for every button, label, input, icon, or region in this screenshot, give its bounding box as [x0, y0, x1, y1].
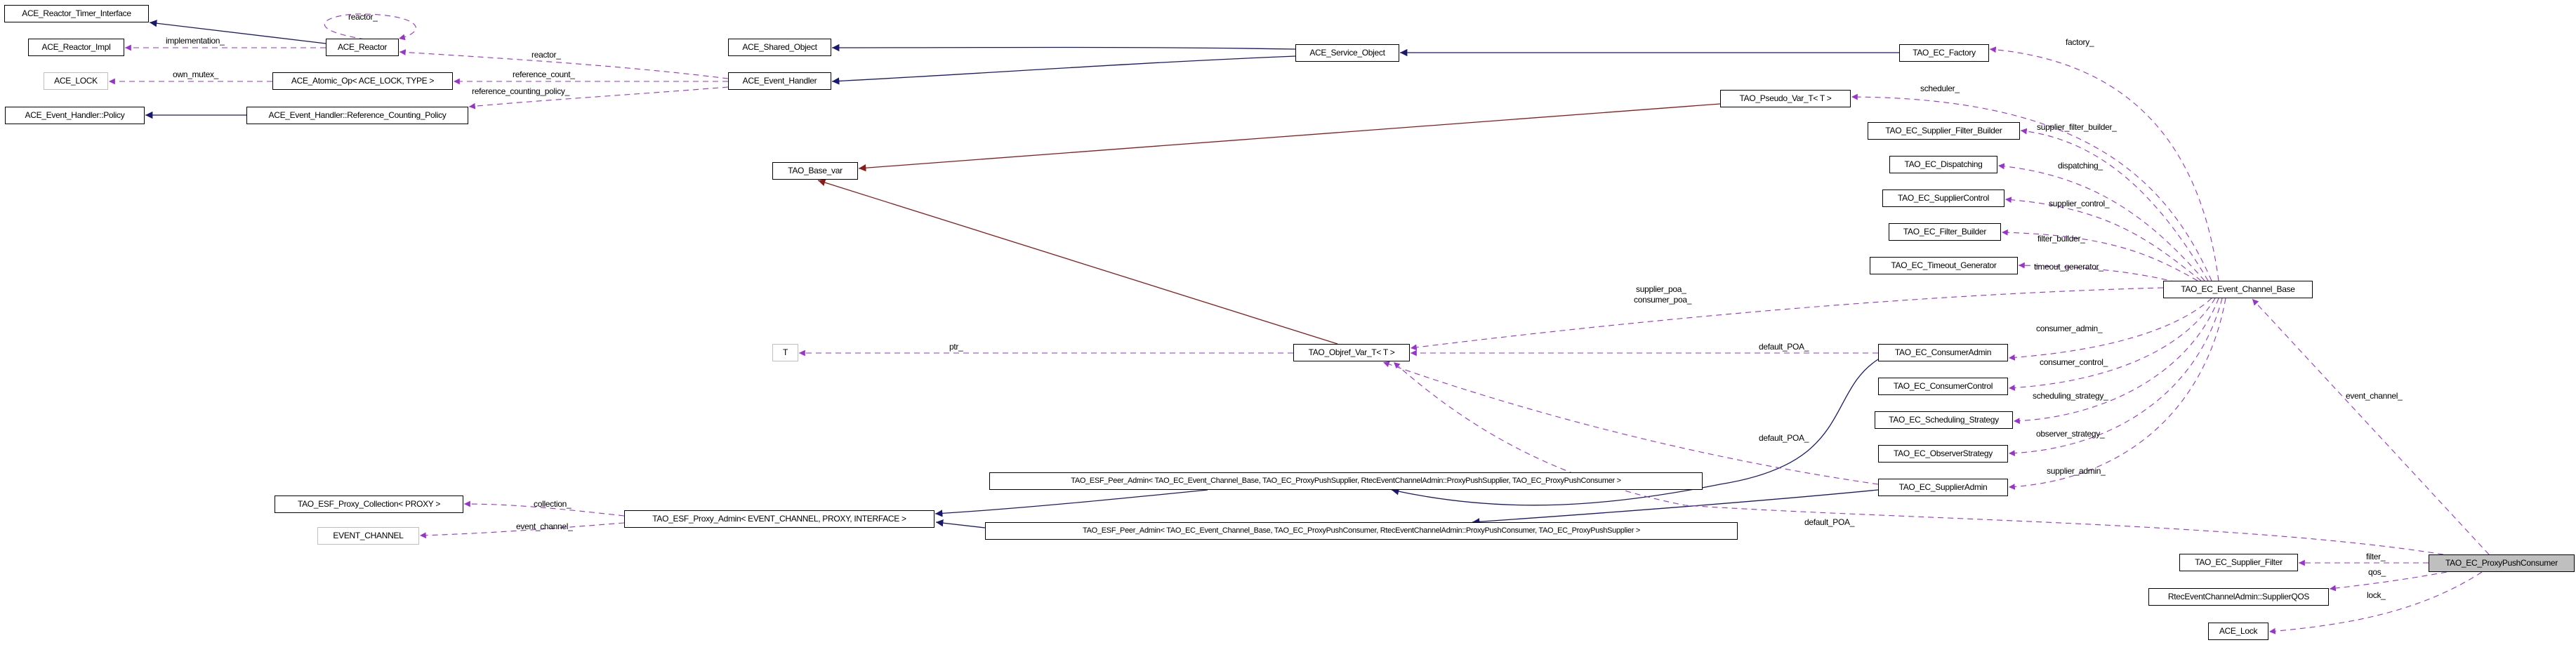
edge-ppc-qos [2329, 571, 2448, 592]
node-ace-reactor[interactable]: ACE_Reactor [326, 39, 399, 56]
node-ace-reference-counting-policy[interactable]: ACE_Event_Handler::Reference_Counting_Po… [246, 107, 468, 124]
edge-ecb-timeout [2018, 262, 2177, 283]
node-ace-event-handler[interactable]: ACE_Event_Handler [728, 72, 831, 90]
edge-label: implementation_ [166, 36, 225, 46]
node-ace-lock-template[interactable]: ACE_LOCK [44, 72, 108, 90]
node-supplier-qos[interactable]: RtecEventChannelAdmin::SupplierQOS [2148, 588, 2329, 606]
edge-label: filter_builder_ [2037, 234, 2085, 244]
edge-ppc-objref [1393, 361, 2444, 555]
edge-label: dispatching_ [2058, 161, 2103, 171]
node-tao-ec-supplier-filter-builder[interactable]: TAO_EC_Supplier_Filter_Builder [1868, 122, 2020, 140]
node-ace-lock[interactable]: ACE_Lock [2208, 623, 2268, 640]
edge-consumeradmin-peeradmin [1391, 359, 1879, 506]
node-tao-ec-supplier-admin[interactable]: TAO_EC_SupplierAdmin [1878, 479, 2008, 496]
edge-reactor-timer [149, 20, 326, 44]
node-ace-event-handler-policy[interactable]: ACE_Event_Handler::Policy [5, 107, 145, 124]
edge-label: own_mutex_ [173, 69, 219, 79]
edge-label: supplier_control_ [2049, 199, 2110, 208]
edge-label: supplier_poa_ [1636, 284, 1686, 294]
node-ace-shared-object[interactable]: ACE_Shared_Object [728, 39, 831, 56]
edge-ecb-observer [2008, 298, 2223, 457]
edge-label: event_channel_ [2346, 391, 2403, 401]
edge-label: reactor_ [531, 50, 561, 60]
edge-service-shared [831, 44, 1296, 52]
node-event-channel-template[interactable]: EVENT_CHANNEL [317, 527, 419, 545]
node-tao-ec-proxy-push-consumer[interactable]: TAO_EC_ProxyPushConsumer [2429, 554, 2575, 572]
node-tao-ec-filter-builder[interactable]: TAO_EC_Filter_Builder [1889, 223, 2001, 241]
edge-label: lock_ [2367, 590, 2386, 600]
edge-label: timeout_generator_ [2034, 262, 2103, 272]
edge-label: observer_strategy_ [2036, 429, 2105, 439]
node-proxy-collection[interactable]: TAO_ESF_Proxy_Collection< PROXY > [275, 496, 463, 513]
edge-ecb-consumercontrol [2008, 298, 2216, 391]
edge-ecb-dispatching [1997, 163, 2205, 281]
node-tao-objref-var[interactable]: TAO_Objref_Var_T< T > [1293, 344, 1410, 361]
edge-pseudovar-basevar [858, 103, 1721, 172]
edge-eh-reactor [399, 49, 729, 79]
node-tao-ec-event-channel-base[interactable]: TAO_EC_Event_Channel_Base [2163, 281, 2313, 298]
node-ace-reactor-impl[interactable]: ACE_Reactor_Impl [28, 39, 124, 56]
node-ace-reactor-timer-interface[interactable]: ACE_Reactor_Timer_Interface [4, 5, 149, 22]
edge-ecb-scheduling [2013, 298, 2219, 425]
edge-label: reactor_ [348, 12, 378, 22]
edge-label: factory_ [2066, 37, 2094, 47]
node-peer-admin-proxy-push-supplier[interactable]: TAO_ESF_Peer_Admin< TAO_EC_Event_Channel… [989, 472, 1703, 490]
edge-label: default_POA_ [1759, 433, 1809, 443]
node-t-template[interactable]: T [772, 344, 798, 361]
node-tao-ec-dispatching[interactable]: TAO_EC_Dispatching [1889, 156, 1997, 173]
node-tao-ec-supplier-filter[interactable]: TAO_EC_Supplier_Filter [2179, 554, 2298, 571]
node-tao-ec-supplier-control[interactable]: TAO_EC_SupplierControl [1882, 189, 2004, 207]
node-tao-base-var[interactable]: TAO_Base_var [772, 162, 858, 180]
edge-ppc-lock [2268, 571, 2483, 634]
node-peer-admin-proxy-push-consumer[interactable]: TAO_ESF_Peer_Admin< TAO_EC_Event_Channel… [985, 522, 1738, 540]
edge-ecb-filterbuilder [2001, 229, 2198, 281]
edge-label: supplier_admin_ [2047, 466, 2106, 476]
edge-supplieradmin-objref [1382, 361, 1879, 485]
edge-label: consumer_control_ [2040, 357, 2108, 367]
node-tao-ec-observer-strategy[interactable]: TAO_EC_ObserverStrategy [1878, 445, 2008, 463]
node-tao-ec-consumer-admin[interactable]: TAO_EC_ConsumerAdmin [1878, 344, 2008, 361]
edge-ecb-sfb [2020, 128, 2209, 281]
edge-label: event_channel_ [516, 521, 573, 531]
edge-ecb-objref-poa [1410, 287, 2164, 351]
edge-supplieradmin-peeradmin [1472, 489, 1879, 526]
edge-label: filter_ [2366, 552, 2386, 561]
node-ace-service-object[interactable]: ACE_Service_Object [1295, 44, 1399, 62]
edge-peeradmin2-proxyadmin [935, 519, 986, 528]
node-tao-ec-factory[interactable]: TAO_EC_Factory [1899, 44, 1989, 62]
edge-label: consumer_admin_ [2036, 324, 2103, 333]
edge-ecb-suppliercontrol [2004, 197, 2202, 281]
edge-label: qos_ [2368, 567, 2386, 577]
edge-proxyadmin-eventchannel [419, 522, 625, 539]
edge-label: reference_count_ [513, 69, 575, 79]
node-tao-ec-consumer-control[interactable]: TAO_EC_ConsumerControl [1878, 378, 2008, 395]
edge-ppc-ecb [2252, 298, 2490, 555]
edge-ecb-consumeradmin [2008, 298, 2212, 361]
edge-label: consumer_poa_ [1634, 295, 1692, 305]
node-tao-pseudo-var[interactable]: TAO_Pseudo_Var_T< T > [1720, 90, 1851, 107]
node-proxy-admin[interactable]: TAO_ESF_Proxy_Admin< EVENT_CHANNEL, PROX… [624, 510, 934, 528]
edge-label: scheduler_ [1920, 84, 1960, 93]
edge-ecb-supplieradmin [2008, 298, 2226, 490]
edge-label: supplier_filter_builder_ [2037, 122, 2117, 132]
node-tao-ec-timeout-generator[interactable]: TAO_EC_Timeout_Generator [1870, 257, 2018, 274]
edge-label: default_POA_ [1804, 517, 1855, 527]
edge-peeradmin1-proxyadmin [934, 489, 1208, 517]
edge-eh-refpolicy [468, 86, 729, 109]
node-ace-atomic-op[interactable]: ACE_Atomic_Op< ACE_LOCK, TYPE > [272, 72, 453, 90]
edge-label: reference_counting_policy_ [472, 86, 570, 96]
edge-label: collection_ [534, 499, 572, 509]
edge-ecb-scheduler [1851, 93, 2212, 281]
node-tao-ec-scheduling-strategy[interactable]: TAO_EC_Scheduling_Strategy [1875, 411, 2013, 429]
edge-objrefvar-basevar [817, 179, 1338, 345]
edge-label: ptr_ [949, 342, 963, 352]
edge-proxyadmin-collection [463, 500, 625, 517]
edge-label: scheduling_strategy_ [2033, 391, 2108, 401]
edge-ecb-factory [1989, 46, 2219, 281]
edge-service-eventhandler [831, 55, 1296, 85]
edge-label: default_POA_ [1759, 342, 1809, 352]
